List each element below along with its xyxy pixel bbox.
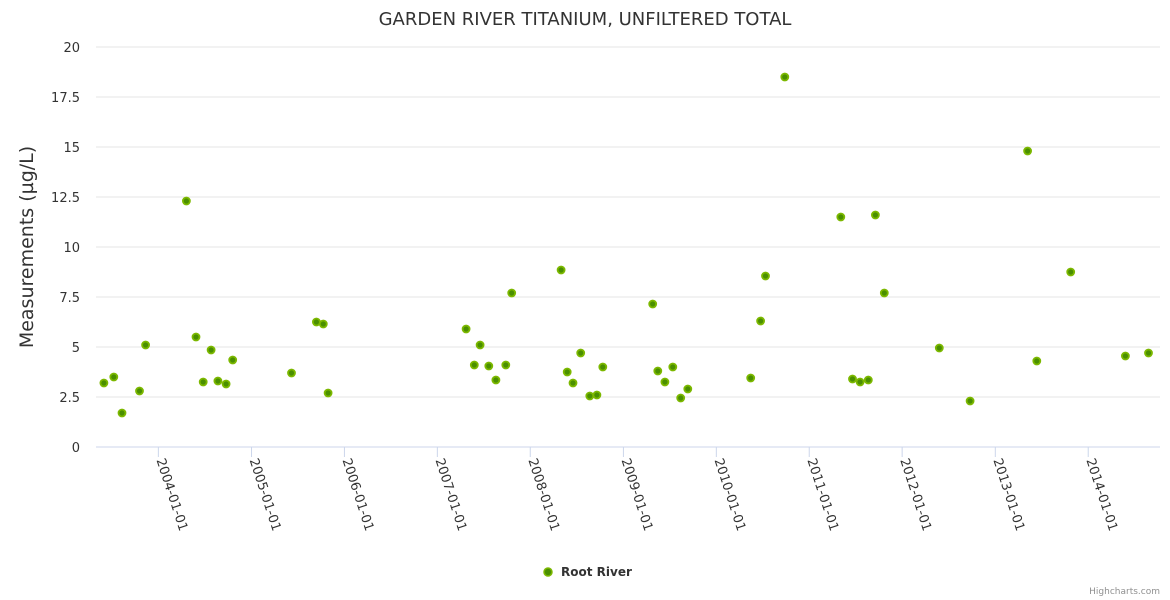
credits-link[interactable]: Highcharts.com (1089, 587, 1160, 597)
y-tick-label: 7.5 (59, 291, 80, 306)
data-point (836, 212, 846, 222)
data-point (501, 360, 511, 370)
data-point (323, 388, 333, 398)
data-point (117, 408, 127, 418)
data-point (1066, 267, 1076, 277)
y-tick-label: 10 (63, 241, 80, 256)
data-point (780, 72, 790, 82)
data-point (198, 377, 208, 387)
x-tick-label: 2009-01-01 (618, 457, 656, 533)
data-point (676, 393, 686, 403)
data-point (648, 299, 658, 309)
y-tick-label: 5 (72, 341, 80, 356)
data-point (507, 288, 517, 298)
data-point (746, 373, 756, 383)
y-tick-label: 12.5 (51, 191, 80, 206)
y-tick-label: 15 (63, 141, 80, 156)
data-point (848, 374, 857, 384)
legend-label: Root River (561, 565, 632, 579)
x-tick-label: 2010-01-01 (711, 457, 749, 533)
data-point (475, 340, 485, 350)
data-point (491, 375, 501, 385)
y-tick-label: 17.5 (51, 91, 80, 106)
x-tick-label: 2004-01-01 (153, 457, 191, 533)
data-point (228, 355, 238, 365)
data-point (660, 377, 670, 387)
data-point (556, 265, 566, 275)
data-point (585, 391, 595, 401)
data-point (206, 345, 216, 355)
data-point (855, 377, 865, 387)
data-point (576, 348, 586, 358)
data-point (863, 375, 873, 385)
data-point (213, 376, 223, 386)
x-tick-label: 2008-01-01 (524, 457, 562, 533)
legend-item-root-river[interactable]: Root River (543, 565, 632, 579)
series-root-river (99, 72, 1153, 418)
data-point (1032, 356, 1042, 366)
y-tick-label: 2.5 (59, 391, 80, 406)
data-point (1023, 146, 1032, 156)
x-tick-label: 2013-01-01 (990, 457, 1028, 533)
x-tick-label: 2011-01-01 (803, 457, 841, 533)
data-point (311, 317, 321, 327)
x-tick-label: 2012-01-01 (896, 457, 934, 533)
x-tick-label: 2005-01-01 (246, 457, 284, 533)
data-point (934, 343, 944, 353)
data-point (181, 196, 191, 206)
data-point (965, 396, 975, 406)
data-point (756, 316, 765, 326)
data-point (141, 340, 151, 350)
data-point (568, 378, 578, 388)
x-tick-label: 2007-01-01 (432, 457, 470, 533)
y-axis: 0 2.5 5 7.5 10 12.5 15 17.5 20 (51, 41, 80, 456)
data-point (1121, 351, 1130, 361)
data-point (318, 319, 328, 329)
grid (96, 46, 1160, 448)
data-point (484, 361, 494, 371)
legend-marker (543, 567, 553, 577)
data-point (1144, 348, 1153, 358)
data-point (191, 332, 201, 342)
y-tick-label: 20 (63, 41, 80, 56)
x-tick-label: 2006-01-01 (339, 457, 377, 533)
data-point (761, 271, 770, 281)
data-point (221, 379, 231, 389)
data-point (592, 390, 602, 400)
data-point (135, 386, 144, 396)
y-axis-label: Measurements (µg/L) (16, 146, 38, 348)
y-tick-label: 0 (72, 441, 80, 456)
data-point (598, 362, 608, 372)
data-point (461, 324, 471, 334)
chart-title: GARDEN RIVER TITANIUM, UNFILTERED TOTAL (379, 9, 792, 30)
data-point (287, 368, 296, 378)
data-point (879, 288, 889, 298)
data-point (99, 378, 109, 388)
data-point (562, 367, 572, 377)
data-point (683, 384, 693, 394)
data-point (668, 362, 678, 372)
data-point (653, 366, 663, 376)
data-point (871, 210, 880, 220)
data-point (109, 372, 119, 382)
data-point (469, 360, 479, 370)
x-tick-label: 2014-01-01 (1082, 457, 1120, 533)
x-axis: 2004-01-01 2005-01-01 2006-01-01 2007-01-01… (153, 447, 1120, 533)
